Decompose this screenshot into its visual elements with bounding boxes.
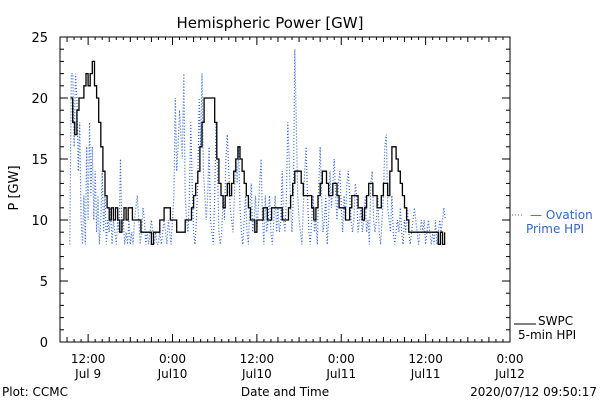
y-tick-labels: 0 5 10 15 20 25	[31, 31, 48, 351]
footer-timestamp: 2020/07/12 09:50:17	[470, 385, 597, 399]
y-tick-label: 5	[40, 275, 48, 290]
x-tick-label-time: 0:00	[159, 352, 186, 366]
x-tick-label-date: Jul11	[410, 367, 441, 381]
x-tick-label-date: Jul12	[494, 367, 525, 381]
series-lines	[69, 49, 446, 246]
y-tick-label: 25	[31, 31, 48, 46]
legend-ovation-line2: Prime HPI	[526, 222, 584, 236]
x-axis-label: Date and Time	[241, 385, 329, 399]
series-swpc	[70, 60, 446, 246]
y-tick-label: 15	[31, 153, 48, 168]
legend-swpc-line1: SWPC	[538, 314, 573, 328]
y-tick-label: 0	[40, 336, 48, 351]
x-tick-label-time: 0:00	[497, 352, 524, 366]
plot-frame	[59, 36, 511, 343]
x-tick-label-time: 12:00	[71, 352, 106, 366]
x-tick-label-time: 0:00	[328, 352, 355, 366]
x-tick-label-date: Jul 9	[74, 367, 101, 381]
x-tick-label-time: 12:00	[408, 352, 443, 366]
legend: — Ovation Prime HPI SWPC 5-min HPI	[512, 208, 593, 342]
x-tick-label-time: 12:00	[240, 352, 275, 366]
y-tick-label: 20	[31, 92, 48, 107]
chart-title: Hemispheric Power [GW]	[177, 14, 364, 32]
y-axis-label: P [GW]	[7, 165, 22, 210]
legend-swpc-line2: 5-min HPI	[518, 328, 576, 342]
axis-ticks	[59, 36, 511, 343]
x-tick-label-date: Jul11	[325, 367, 356, 381]
x-tick-label-date: Jul10	[241, 367, 272, 381]
y-tick-label: 10	[31, 214, 48, 229]
x-tick-label-date: Jul10	[157, 367, 188, 381]
legend-ovation-line1: — Ovation	[530, 208, 593, 222]
footer-plot-credit: Plot: CCMC	[2, 385, 68, 399]
